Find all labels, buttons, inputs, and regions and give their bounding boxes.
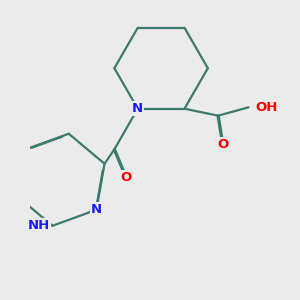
Text: O: O <box>120 171 132 184</box>
Text: O: O <box>217 138 228 151</box>
Text: OH: OH <box>256 101 278 114</box>
Text: NH: NH <box>28 219 50 232</box>
Text: N: N <box>91 203 102 216</box>
Text: N: N <box>132 102 143 115</box>
